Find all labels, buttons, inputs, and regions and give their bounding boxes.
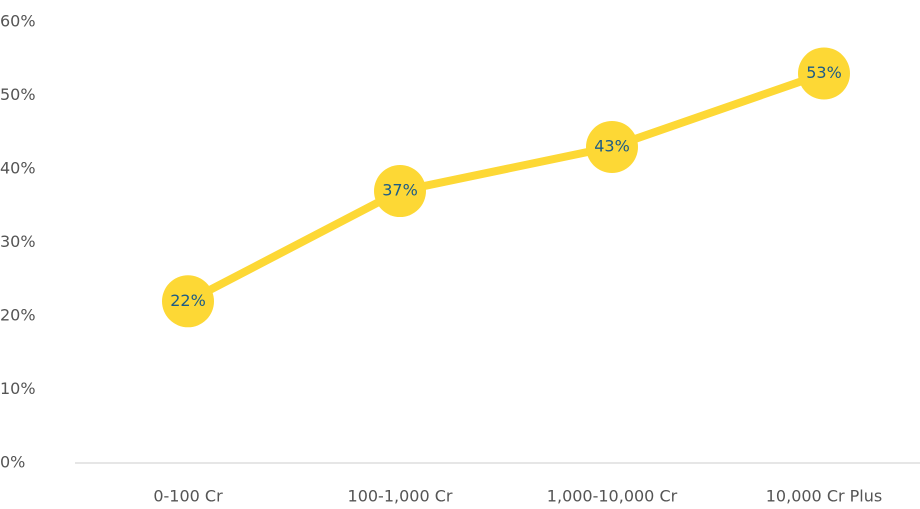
y-tick-label: 10% bbox=[0, 379, 36, 398]
y-tick-label: 40% bbox=[0, 159, 36, 178]
data-label: 53% bbox=[806, 63, 842, 82]
marker bbox=[162, 275, 214, 328]
y-tick-label: 30% bbox=[0, 232, 36, 251]
marker bbox=[586, 120, 638, 173]
x-tick-label: 100-1,000 Cr bbox=[348, 487, 453, 506]
data-label: 22% bbox=[170, 291, 206, 310]
y-tick-label: 60% bbox=[0, 12, 36, 31]
x-tick-label: 1,000-10,000 Cr bbox=[547, 487, 678, 506]
data-label: 37% bbox=[382, 181, 418, 200]
y-tick-label: 0% bbox=[0, 453, 25, 472]
y-tick-label: 50% bbox=[0, 85, 36, 104]
data-label: 43% bbox=[594, 136, 630, 155]
y-tick-label: 20% bbox=[0, 306, 36, 325]
x-tick-label: 10,000 Cr Plus bbox=[766, 487, 882, 506]
x-tick-label: 0-100 Cr bbox=[153, 487, 223, 506]
line bbox=[184, 69, 828, 306]
marker bbox=[798, 47, 850, 100]
marker bbox=[374, 165, 426, 218]
